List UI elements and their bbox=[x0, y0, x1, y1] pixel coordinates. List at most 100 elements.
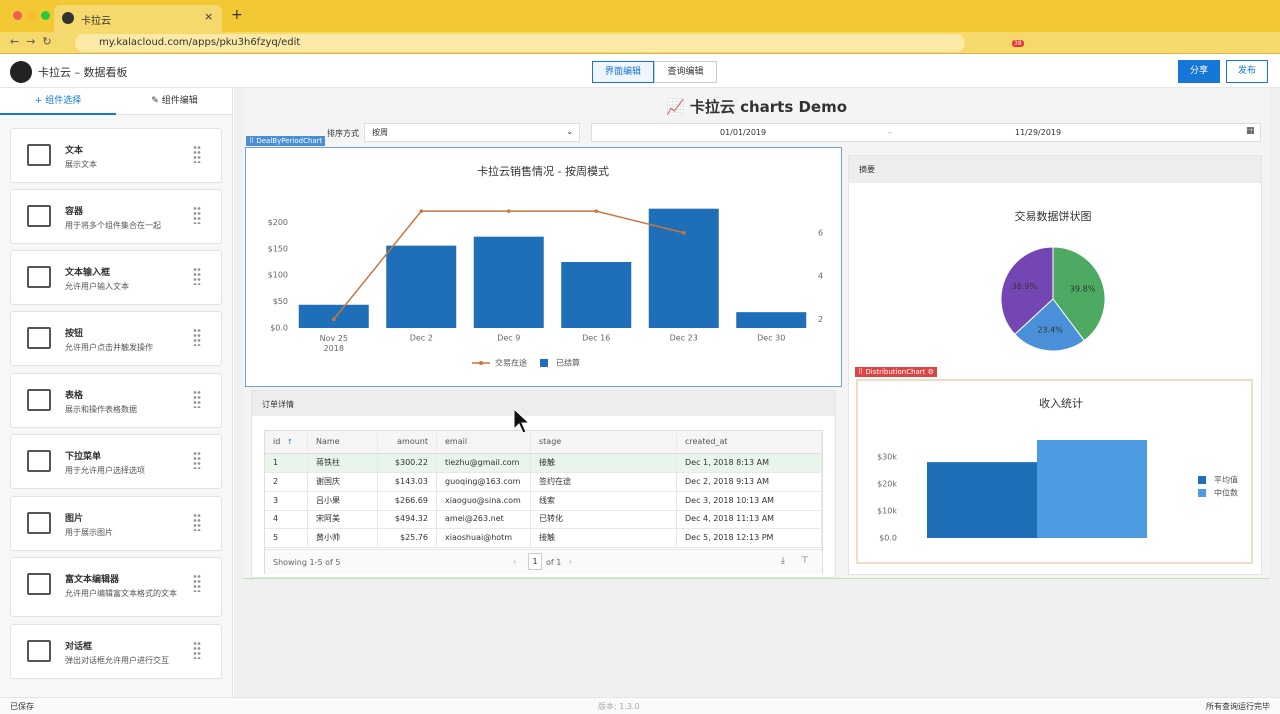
table-row[interactable] bbox=[265, 492, 822, 511]
component-icon bbox=[27, 327, 51, 349]
table-cell: 2 bbox=[265, 472, 308, 491]
mouse-cursor bbox=[513, 408, 531, 434]
max-dot[interactable] bbox=[41, 11, 50, 20]
sort-icon: ↑ bbox=[287, 438, 293, 446]
line-point bbox=[506, 209, 511, 213]
table-cell: Dec 4, 2018 11:13 AM bbox=[677, 510, 822, 529]
slice-label: 39.8% bbox=[1070, 285, 1096, 294]
table-cell: 5 bbox=[265, 529, 308, 548]
download-icon[interactable]: ⤓ bbox=[781, 556, 785, 566]
sort-select[interactable]: 按周 ⌄ bbox=[364, 123, 580, 142]
nav-buttons[interactable]: ← → ↻ bbox=[10, 35, 52, 48]
sidebar-tab[interactable]: + 组件选择 bbox=[0, 88, 116, 115]
table-row[interactable] bbox=[265, 473, 822, 492]
share-button[interactable]: 分享 bbox=[1178, 60, 1220, 83]
footer-text: Showing 1-5 of 5 bbox=[273, 558, 341, 567]
component-name: 文本输入框 bbox=[65, 268, 111, 278]
component-icon bbox=[27, 389, 51, 411]
new-tab[interactable]: + bbox=[231, 7, 243, 23]
drag-handle bbox=[193, 145, 201, 163]
component-desc: 用于允许用户选择选项 bbox=[65, 466, 145, 475]
component-card[interactable]: 下拉菜单用于允许用户选择选项 bbox=[10, 434, 222, 489]
component-name: 按钮 bbox=[65, 329, 84, 339]
sidebar-tab[interactable]: ✎ 组件编辑 bbox=[151, 96, 198, 106]
component-icon bbox=[27, 512, 51, 534]
table-row[interactable] bbox=[265, 510, 822, 530]
table-cell: 宋阿美 bbox=[308, 510, 378, 529]
table-cell: Dec 1, 2018 8:13 AM bbox=[677, 454, 822, 472]
column-header[interactable]: Name bbox=[308, 433, 378, 451]
legend-label: 交易在途 bbox=[495, 358, 527, 368]
table-cell: 谢国庆 bbox=[308, 472, 378, 491]
component-card[interactable]: 图片 用于展示图片 bbox=[10, 496, 222, 551]
table-cell: tiezhu@gmail.com bbox=[437, 454, 531, 472]
y-tick-label: $0.0 bbox=[879, 534, 897, 543]
pie-chart: 交易数据饼状图 39.8% 23.4% 36.9% bbox=[1000, 209, 1106, 352]
component-card[interactable]: 对话框 弹出对话框允许用户进行交互 bbox=[10, 624, 222, 679]
line-point bbox=[681, 230, 686, 235]
tab[interactable]: 卡拉云 × bbox=[54, 5, 222, 32]
tab-button[interactable]: 查询编辑 bbox=[654, 61, 717, 83]
x-tick-label: Dec 30 bbox=[757, 334, 785, 343]
deal-chart: 卡拉云销售情况 - 按周模式 $0.0 $50 $100 $150 $200 2 4 6 Nov … bbox=[268, 164, 823, 368]
table-cell: xiaoshuai@hotm bbox=[437, 529, 531, 548]
table-row[interactable] bbox=[265, 529, 822, 549]
x-tick-label: Dec 23 bbox=[670, 334, 698, 343]
publish-button[interactable]: 发布 bbox=[1226, 60, 1268, 83]
bar bbox=[736, 312, 807, 328]
favicon bbox=[62, 12, 74, 24]
next-page[interactable]: › bbox=[569, 557, 573, 566]
column-header[interactable]: id bbox=[265, 433, 308, 451]
component-desc: 展示和操作表格数据 bbox=[65, 405, 137, 414]
component-name: 文本 bbox=[65, 146, 84, 156]
pie-slice bbox=[1052, 246, 1106, 342]
status-bar: 已保存 版本: 1.3.0 所有查询运行完毕 bbox=[0, 697, 1280, 714]
date-range[interactable]: 01/01/2019 – 11/29/2019 ▦ bbox=[591, 123, 1261, 142]
component-card[interactable]: 按钮 允许用户点击并触发操作 bbox=[10, 311, 222, 366]
table-row[interactable] bbox=[265, 454, 822, 473]
filter-icon[interactable]: ⊤ bbox=[801, 556, 809, 566]
tab-label: 组件编辑 bbox=[161, 96, 198, 106]
tab-button[interactable]: 界面编辑 bbox=[592, 61, 654, 83]
component-desc: 允许用户编辑富文本格式的文本 bbox=[65, 589, 177, 598]
tab-close[interactable]: × bbox=[204, 10, 214, 23]
column-header[interactable]: stage bbox=[531, 433, 677, 451]
bar bbox=[1037, 439, 1147, 538]
min-dot[interactable] bbox=[27, 11, 36, 20]
tag-text: DealByPeriodChart bbox=[256, 137, 323, 145]
component-name: 下拉菜单 bbox=[65, 452, 102, 462]
table-cell: 接触 bbox=[531, 529, 677, 548]
slice-label: 36.9% bbox=[1012, 282, 1038, 291]
component-card[interactable]: 表格 展示和操作表格数据 bbox=[10, 373, 222, 428]
legend-label: 中位数 bbox=[1214, 488, 1238, 498]
orders-table: Showing 1-5 of 5 ‹ 1 of 1 › ⤓ ⊤ id Name am… bbox=[264, 430, 823, 574]
line-point bbox=[594, 209, 599, 213]
component-card[interactable]: 富文本编辑器 允许用户编辑富文本格式的文本 bbox=[10, 557, 222, 617]
column-header[interactable]: amount bbox=[378, 433, 437, 451]
prev-page[interactable]: ‹ bbox=[513, 557, 517, 566]
component-desc: 弹出对话框允许用户进行交互 bbox=[65, 656, 169, 665]
legend-swatch bbox=[1198, 489, 1206, 497]
component-card[interactable]: 容器 用于将多个组件集合在一起 bbox=[10, 189, 222, 244]
column-header[interactable]: created_at bbox=[677, 433, 822, 451]
component-icon bbox=[27, 450, 51, 472]
table-footer: Showing 1-5 of 5 ‹ 1 of 1 › ⤓ ⊤ bbox=[265, 549, 822, 574]
table-cell: 已转化 bbox=[531, 510, 677, 529]
component-icon bbox=[27, 266, 51, 288]
component-card[interactable]: 文本输入框 允许用户输入文本 bbox=[10, 250, 222, 305]
legend-label: 已结算 bbox=[556, 358, 580, 368]
toolbar: ← → ↻ my.kalacloud.com/apps/pku3h6fzyq/e… bbox=[0, 32, 1280, 54]
component-icon bbox=[27, 144, 51, 166]
address-bar[interactable]: my.kalacloud.com/apps/pku3h6fzyq/edit bbox=[75, 34, 965, 52]
column-header[interactable]: email bbox=[437, 433, 531, 451]
page-input[interactable]: 1 bbox=[528, 553, 542, 570]
table-cell: 黄小帅 bbox=[308, 529, 378, 548]
close-dot[interactable] bbox=[13, 11, 22, 20]
tab-label: 组件选择 bbox=[45, 96, 82, 106]
component-card[interactable]: 文本 展示文本 bbox=[10, 128, 222, 183]
status-left: 已保存 bbox=[10, 702, 34, 711]
y-tick-label: $100 bbox=[268, 271, 288, 280]
sort-value: 按周 bbox=[372, 128, 388, 137]
component-desc: 展示文本 bbox=[65, 160, 97, 169]
legend-swatch bbox=[1198, 476, 1206, 484]
